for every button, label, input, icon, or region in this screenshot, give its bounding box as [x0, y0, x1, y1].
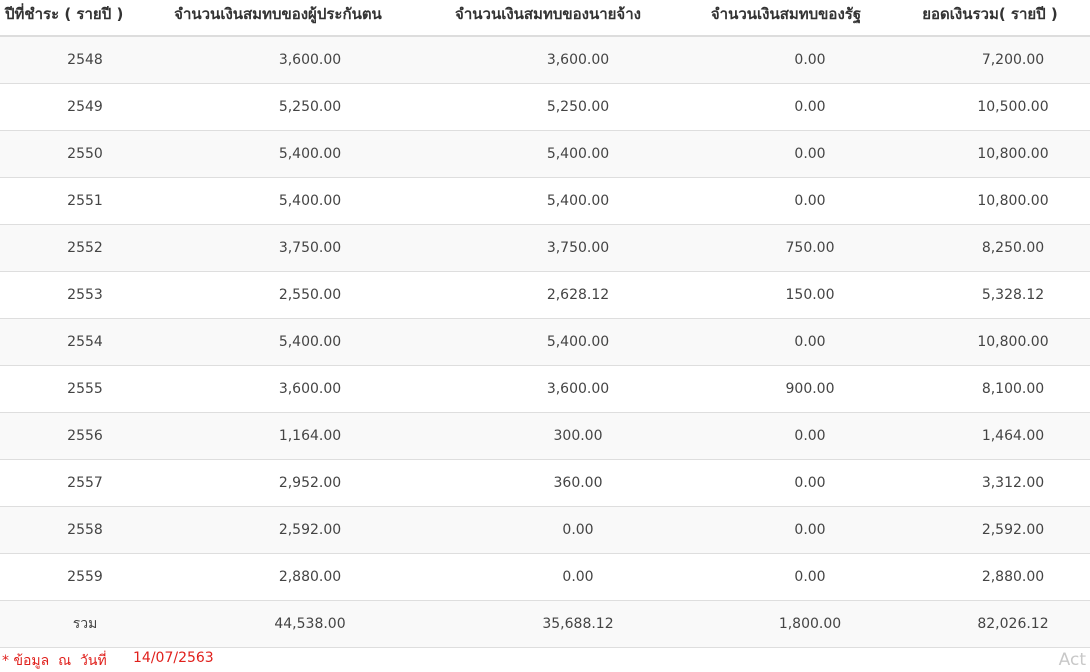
table-row: 2555 3,600.00 3,600.00 900.00 8,100.00 [0, 366, 1090, 413]
table-cell: 35,688.12 [542, 616, 614, 632]
table-cell: 5,400.00 [278, 146, 342, 162]
table-cell: 2552 [67, 240, 103, 256]
table-cell: 2548 [67, 52, 103, 68]
table-cell: 2,952.00 [278, 475, 342, 491]
table-cell: 750.00 [785, 240, 835, 256]
table-row: 2549 5,250.00 5,250.00 0.00 10,500.00 [0, 84, 1090, 131]
table-cell: 0.00 [794, 334, 826, 350]
table-cell: 3,600.00 [278, 381, 342, 397]
column-header: จำนวนเงินสมทบของรัฐ [710, 5, 862, 23]
table-cell: 2559 [67, 569, 103, 585]
column-header: จำนวนเงินสมทบของนายจ้าง [455, 5, 641, 23]
table-cell: 2,880.00 [981, 569, 1045, 585]
table-cell: 300.00 [553, 428, 603, 444]
table-row: 2556 1,164.00 300.00 0.00 1,464.00 [0, 413, 1090, 460]
table-cell: 10,800.00 [977, 193, 1049, 209]
table-cell: 0.00 [794, 522, 826, 538]
footer-note: * ข้อมูล ณ วันที่ [2, 653, 107, 669]
table-row: 2557 2,952.00 360.00 0.00 3,312.00 [0, 460, 1090, 507]
table-cell: 2,880.00 [278, 569, 342, 585]
table-cell: 3,600.00 [546, 381, 610, 397]
table-cell: 2558 [67, 522, 103, 538]
table-cell: 3,750.00 [278, 240, 342, 256]
table-cell: 150.00 [785, 287, 835, 303]
table-cell: 1,464.00 [981, 428, 1045, 444]
table-cell: 10,800.00 [977, 334, 1049, 350]
table-row: 2551 5,400.00 5,400.00 0.00 10,800.00 [0, 178, 1090, 225]
table-row: 2558 2,592.00 0.00 0.00 2,592.00 [0, 507, 1090, 554]
table-cell: 5,400.00 [278, 193, 342, 209]
table-cell: 5,400.00 [546, 334, 610, 350]
table-row: 2554 5,400.00 5,400.00 0.00 10,800.00 [0, 319, 1090, 366]
table-cell: 82,026.12 [977, 616, 1049, 632]
table-cell: 0.00 [794, 52, 826, 68]
table-cell: 0.00 [794, 193, 826, 209]
column-header: ปีที่ชำระ ( รายปี ) [5, 5, 124, 23]
table-cell: 2,592.00 [981, 522, 1045, 538]
table-cell: 0.00 [562, 569, 594, 585]
table-cell: 2550 [67, 146, 103, 162]
table-row: 2553 2,550.00 2,628.12 150.00 5,328.12 [0, 272, 1090, 319]
table-cell: 5,328.12 [981, 287, 1045, 303]
table-cell: 0.00 [562, 522, 594, 538]
table-cell: 1,800.00 [778, 616, 842, 632]
table-cell: 2555 [67, 381, 103, 397]
table-cell: 10,800.00 [977, 146, 1049, 162]
table-cell: 900.00 [785, 381, 835, 397]
table-cell: 2,550.00 [278, 287, 342, 303]
table-cell: 2554 [67, 334, 103, 350]
table-cell: 2556 [67, 428, 103, 444]
table-cell: 0.00 [794, 475, 826, 491]
table-row: 2548 3,600.00 3,600.00 0.00 7,200.00 [0, 37, 1090, 84]
table-cell: 3,600.00 [546, 52, 610, 68]
table-cell: 1,164.00 [278, 428, 342, 444]
table-cell: 0.00 [794, 99, 826, 115]
table-cell: 8,100.00 [981, 381, 1045, 397]
table-row: รวม 44,538.00 35,688.12 1,800.00 82,026.12 [0, 601, 1090, 648]
table-cell: 360.00 [553, 475, 603, 491]
table-cell: 3,312.00 [981, 475, 1045, 491]
table-cell: 2,592.00 [278, 522, 342, 538]
table-cell: 5,400.00 [278, 334, 342, 350]
table-cell: 5,250.00 [546, 99, 610, 115]
table-cell: 5,400.00 [546, 146, 610, 162]
table-cell: 2551 [67, 193, 103, 209]
table-cell: 2549 [67, 99, 103, 115]
table-cell: 0.00 [794, 569, 826, 585]
table-cell: 3,750.00 [546, 240, 610, 256]
table-cell: 0.00 [794, 146, 826, 162]
footer-date: 14/07/2563 [133, 650, 214, 666]
table-cell: 2553 [67, 287, 103, 303]
table-cell: 0.00 [794, 428, 826, 444]
column-header: ยอดเงินรวม( รายปี ) [922, 5, 1058, 23]
table-cell: 2557 [67, 475, 103, 491]
table-cell: รวม [72, 616, 98, 632]
table-cell: 8,250.00 [981, 240, 1045, 256]
table-cell: 5,400.00 [546, 193, 610, 209]
column-header: จำนวนเงินสมทบของผู้ประกันตน [174, 5, 382, 23]
table-cell: 10,500.00 [977, 99, 1049, 115]
table-cell: 44,538.00 [274, 616, 346, 632]
table-cell: 3,600.00 [278, 52, 342, 68]
table-cell: 2,628.12 [546, 287, 610, 303]
table-row: 2550 5,400.00 5,400.00 0.00 10,800.00 [0, 131, 1090, 178]
table-row: 2559 2,880.00 0.00 0.00 2,880.00 [0, 554, 1090, 601]
table-cell: 5,250.00 [278, 99, 342, 115]
table-row: 2552 3,750.00 3,750.00 750.00 8,250.00 [0, 225, 1090, 272]
table-cell: 7,200.00 [981, 52, 1045, 68]
watermark: Act [1058, 650, 1086, 670]
header-rule [0, 35, 1090, 37]
